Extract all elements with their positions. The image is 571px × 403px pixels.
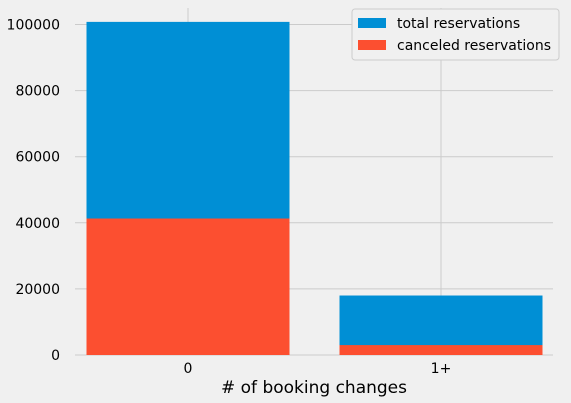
y-tick-label: 100000	[7, 18, 60, 34]
y-axis-ticks: 0 20000 40000 60000 80000 100000	[7, 18, 60, 364]
legend-swatch	[358, 18, 386, 28]
legend-box	[351, 8, 560, 61]
y-tick-label: 80000	[15, 84, 60, 100]
y-tick-label: 60000	[15, 150, 60, 166]
x-axis-label: # of booking changes	[221, 378, 407, 398]
y-tick-label: 20000	[15, 282, 60, 298]
legend-entry: canceled reservations	[397, 38, 551, 54]
y-tick-label: 40000	[15, 216, 60, 232]
bar-canceled-1	[339, 345, 543, 355]
x-tick-label: 0	[184, 361, 193, 377]
y-tick-label: 0	[51, 348, 60, 364]
bar-canceled-0	[86, 218, 290, 355]
bars	[86, 21, 543, 355]
x-axis-ticks: 0 1+	[184, 361, 452, 377]
legend-entry: total reservations	[397, 16, 520, 32]
x-tick-label: 1+	[431, 361, 452, 377]
legend: total reservations canceled reservations	[351, 8, 560, 61]
legend-swatch	[358, 40, 386, 50]
